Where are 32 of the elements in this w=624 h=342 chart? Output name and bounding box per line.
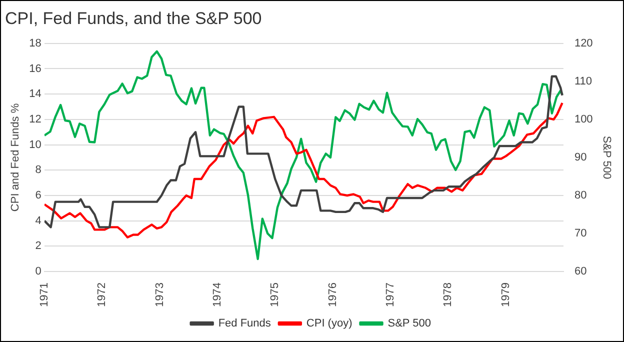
x-tick-label: 1977 — [384, 282, 396, 308]
x-tick-label: 1973 — [154, 282, 166, 308]
y2-axis-title: S&P 500 — [600, 136, 612, 180]
y2-tick-label: 110 — [574, 75, 592, 88]
y-tick-label: 16 — [29, 62, 42, 75]
x-tick-label: 1979 — [500, 282, 512, 308]
y-tick-label: 12 — [29, 113, 42, 126]
chart-title: CPI, Fed Funds, and the S&P 500 — [5, 8, 262, 28]
x-tick-label: 1974 — [211, 282, 224, 308]
legend-label: Fed Funds — [218, 318, 272, 330]
y-tick-label: 14 — [29, 88, 42, 100]
y-tick-label: 10 — [29, 138, 42, 151]
y2-tick-label: 80 — [574, 190, 587, 202]
y2-tick-label: 90 — [574, 151, 587, 164]
y2-tick-label: 60 — [574, 266, 587, 278]
x-tick-label: 1971 — [38, 282, 50, 308]
y-axis-title: CPI and Fed Funds % — [10, 103, 22, 212]
y-tick-label: 2 — [35, 240, 42, 252]
legend-label: CPI (yoy) — [306, 318, 352, 330]
y-tick-label: 0 — [35, 266, 42, 278]
y-tick-label: 6 — [35, 190, 42, 202]
y2-tick-label: 120 — [574, 37, 593, 50]
y-tick-label: 4 — [35, 214, 42, 227]
x-tick-label: 1978 — [442, 282, 454, 308]
x-tick-label: 1972 — [96, 282, 108, 308]
y2-tick-label: 100 — [574, 113, 593, 126]
y-tick-label: 18 — [29, 37, 42, 50]
y2-tick-label: 70 — [574, 228, 587, 240]
y-tick-label: 8 — [35, 164, 42, 176]
legend-label: S&P 500 — [388, 318, 431, 330]
x-tick-label: 1976 — [326, 282, 339, 308]
x-tick-label: 1975 — [269, 282, 282, 308]
